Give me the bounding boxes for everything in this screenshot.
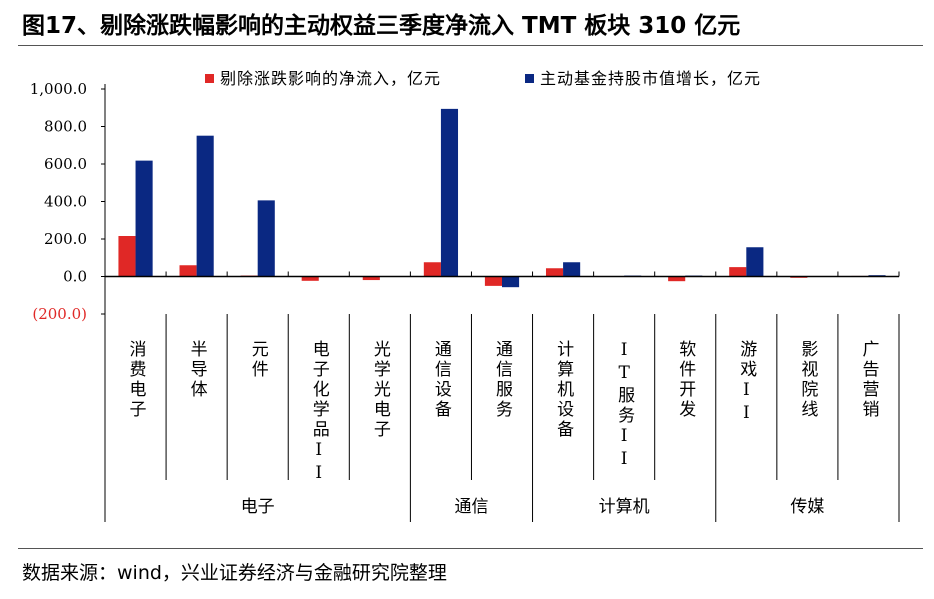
divider	[18, 548, 923, 549]
figure-title: 图17、剔除涨跌幅影响的主动权益三季度净流入 TMT 板块 310 亿元	[22, 13, 741, 39]
bar-market-value	[563, 262, 581, 277]
category-label: 半导体	[187, 340, 208, 400]
divider	[18, 45, 923, 46]
bar-chart: 1,000.0 800.0 600.0 400.0 200.0 0.0 (200.0) 消费电…	[30, 69, 900, 522]
y-tick-label: 200.0	[44, 230, 87, 248]
bar-market-value	[196, 135, 214, 277]
y-tick-label: 1,000.0	[30, 80, 87, 98]
bar-market-value	[257, 200, 275, 277]
legend-label: 主动基金持股市值增长，亿元	[540, 69, 761, 88]
bar-net-inflow	[729, 267, 747, 277]
y-tick-label: 400.0	[44, 193, 87, 211]
bar-net-inflow	[545, 268, 564, 277]
bar-net-inflow	[301, 276, 319, 281]
bar-net-inflow	[362, 276, 380, 281]
bar-net-inflow	[118, 236, 136, 277]
source-note: 数据来源：wind，兴业证券经济与金融研究院整理	[22, 562, 447, 584]
bar-market-value	[135, 160, 153, 277]
category-label: IT服务II	[614, 340, 635, 472]
bar-market-value	[502, 276, 520, 288]
y-tick-label: 600.0	[44, 155, 87, 173]
y-tick-label: 0.0	[63, 268, 87, 286]
bar-market-value	[440, 108, 459, 277]
group-label: 传媒	[790, 497, 824, 517]
bar-net-inflow	[484, 276, 502, 286]
y-tick-label: (200.0)	[32, 305, 87, 323]
category-label: 元件	[248, 340, 269, 380]
category-label: 游戏II	[736, 340, 757, 426]
y-tick-label: 800.0	[44, 118, 87, 136]
category-label: 电子化学品II	[309, 340, 330, 486]
bar-net-inflow	[179, 265, 197, 277]
category-label: 光学光电子	[370, 340, 391, 440]
group-label: 计算机	[599, 497, 650, 517]
bar-net-inflow	[423, 262, 441, 277]
category-label: 广告营销	[858, 340, 879, 420]
legend-swatch	[205, 74, 214, 83]
category-label: 软件开发	[675, 340, 696, 420]
category-label: 通信服务	[492, 340, 513, 420]
group-label: 电子	[241, 497, 275, 517]
category-label: 消费电子	[126, 340, 147, 420]
legend-swatch	[525, 74, 534, 83]
category-label: 通信设备	[431, 340, 452, 420]
bar-net-inflow	[668, 276, 686, 282]
legend-label: 剔除涨跌影响的净流入，亿元	[220, 69, 441, 88]
bar-market-value	[746, 247, 764, 277]
group-label: 通信	[454, 497, 488, 517]
category-label: 计算机设备	[553, 340, 574, 440]
category-label: 影视院线	[797, 340, 818, 420]
